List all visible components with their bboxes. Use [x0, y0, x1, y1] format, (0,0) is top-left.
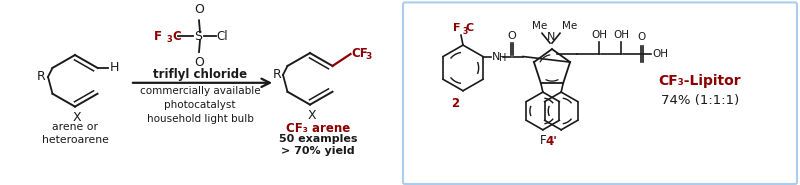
Text: triflyl chloride: triflyl chloride [153, 68, 247, 81]
FancyBboxPatch shape [403, 2, 797, 184]
Text: CF: CF [351, 47, 368, 60]
Text: F: F [453, 23, 460, 33]
Text: C: C [466, 23, 474, 33]
Text: F: F [539, 134, 546, 147]
Text: 50 examples: 50 examples [278, 134, 358, 144]
Text: R: R [272, 68, 281, 81]
Text: OH: OH [613, 30, 629, 40]
Text: O: O [194, 3, 204, 16]
Text: OH: OH [591, 30, 607, 40]
Text: C: C [172, 30, 181, 43]
Text: O: O [507, 31, 516, 41]
Text: F: F [154, 30, 162, 43]
Text: 74% (1:1:1): 74% (1:1:1) [661, 94, 739, 107]
Text: N: N [492, 51, 500, 62]
Text: X: X [73, 111, 82, 124]
Text: CF₃-Lipitor: CF₃-Lipitor [658, 74, 742, 88]
Text: 2: 2 [451, 97, 459, 110]
Text: H: H [110, 61, 119, 74]
Text: O: O [638, 32, 646, 42]
Text: CF₃ arene: CF₃ arene [286, 122, 350, 134]
Text: N: N [547, 32, 555, 42]
Text: X: X [308, 109, 316, 122]
Text: R: R [38, 70, 46, 83]
Text: Me: Me [532, 21, 548, 31]
Text: 3: 3 [366, 51, 372, 60]
Text: > 70% yield: > 70% yield [281, 146, 355, 156]
Text: 3: 3 [463, 27, 468, 36]
Text: arene or
heteroarene: arene or heteroarene [42, 122, 109, 145]
Text: OH: OH [652, 49, 668, 59]
FancyArrowPatch shape [133, 79, 270, 87]
Text: O: O [194, 56, 204, 69]
Text: H: H [499, 53, 506, 63]
Text: S: S [194, 30, 202, 43]
Text: Me: Me [562, 21, 578, 31]
Text: Cl: Cl [216, 30, 228, 43]
Text: 4': 4' [546, 135, 557, 148]
Text: commercially available
photocatalyst
household light bulb: commercially available photocatalyst hou… [140, 86, 260, 124]
Text: 3: 3 [166, 35, 172, 44]
